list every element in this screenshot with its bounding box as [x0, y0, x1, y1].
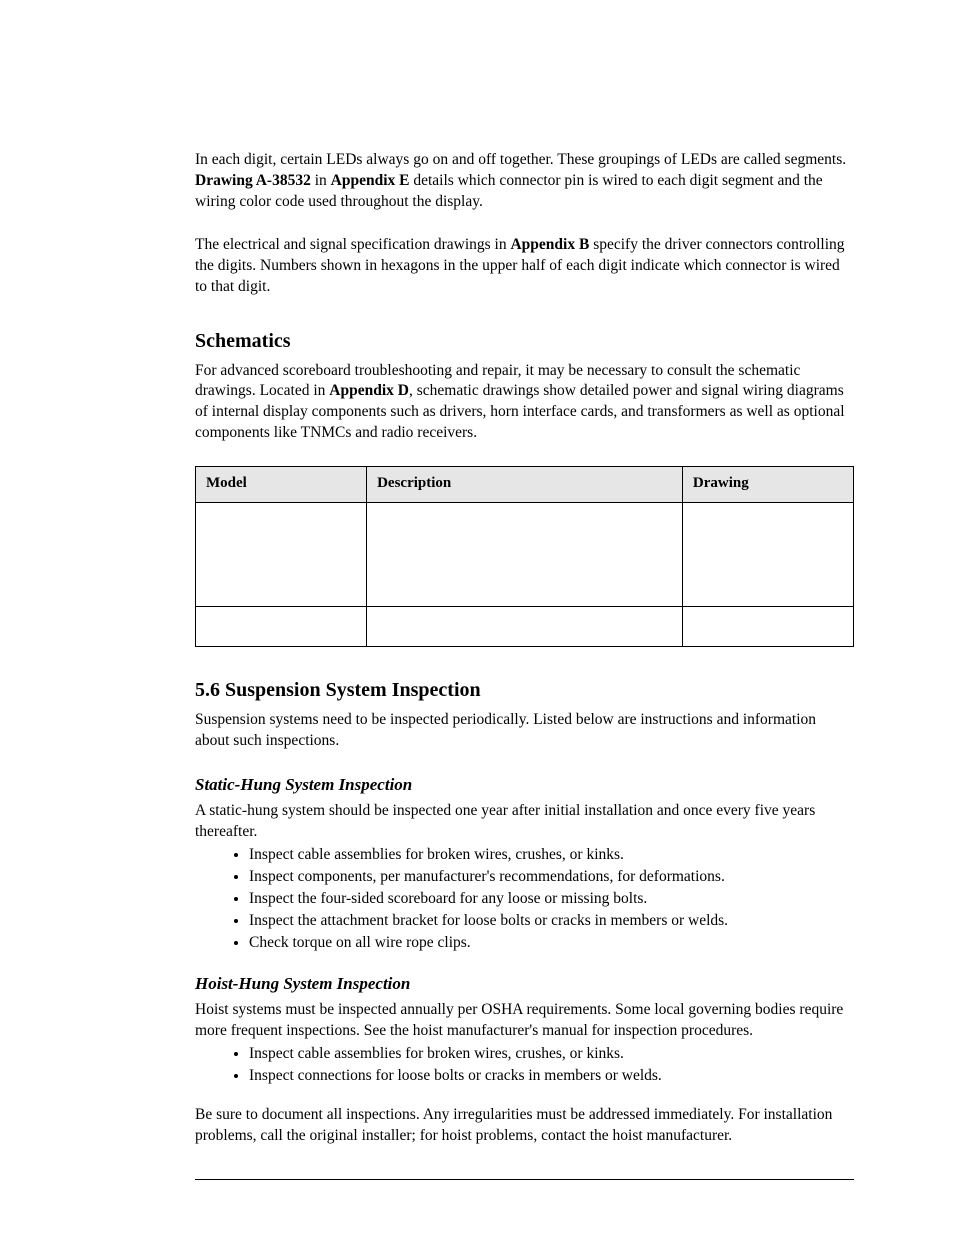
list-item: Check torque on all wire rope clips.: [249, 933, 854, 954]
paragraph-segments: In each digit, certain LEDs always go on…: [195, 150, 854, 213]
cell-description: [367, 503, 683, 607]
heading-hoist-hung: Hoist-Hung System Inspection: [195, 973, 854, 996]
list-hoist-inspection: Inspect cable assemblies for broken wire…: [249, 1044, 854, 1087]
paragraph-schematics: For advanced scoreboard troubleshooting …: [195, 361, 854, 445]
paragraph-suspension-intro: Suspension systems need to be inspected …: [195, 710, 854, 752]
paragraph-hoist-intro: Hoist systems must be inspected annually…: [195, 1000, 854, 1042]
ref-appendix-b: Appendix B: [510, 236, 589, 253]
list-item: Inspect the attachment bracket for loose…: [249, 911, 854, 932]
paragraph-document-inspections: Be sure to document all inspections. Any…: [195, 1105, 854, 1147]
list-static-inspection: Inspect cable assemblies for broken wire…: [249, 845, 854, 954]
footer-rule: [195, 1179, 854, 1180]
cell-model: [196, 607, 367, 647]
text: In each digit, certain LEDs always go on…: [195, 151, 846, 168]
heading-static-hung: Static-Hung System Inspection: [195, 774, 854, 797]
text: The electrical and signal specification …: [195, 236, 510, 253]
ref-appendix-e: Appendix E: [331, 172, 410, 189]
list-item: Inspect cable assemblies for broken wire…: [249, 845, 854, 866]
paragraph-appendix-b: The electrical and signal specification …: [195, 235, 854, 298]
cell-description: [367, 607, 683, 647]
schematics-table: Model Description Drawing: [195, 466, 854, 647]
col-header-description: Description: [367, 467, 683, 503]
cell-drawing: [682, 607, 853, 647]
table-row: [196, 607, 854, 647]
table-row: [196, 503, 854, 607]
text: Suspension systems need to be inspected …: [195, 710, 854, 752]
list-item: Inspect connections for loose bolts or c…: [249, 1066, 854, 1087]
col-header-drawing: Drawing: [682, 467, 853, 503]
heading-suspension-inspection: 5.6 Suspension System Inspection: [195, 677, 854, 704]
document-page: In each digit, certain LEDs always go on…: [195, 150, 854, 1180]
text: Be sure to document all inspections. Any…: [195, 1105, 854, 1147]
heading-schematics: Schematics: [195, 328, 854, 355]
list-item: Inspect the four-sided scoreboard for an…: [249, 889, 854, 910]
paragraph-static-intro: A static-hung system should be inspected…: [195, 801, 854, 843]
table-header-row: Model Description Drawing: [196, 467, 854, 503]
cell-drawing: [682, 503, 853, 607]
text: in: [311, 172, 331, 189]
col-header-model: Model: [196, 467, 367, 503]
list-item: Inspect cable assemblies for broken wire…: [249, 1044, 854, 1065]
cell-model: [196, 503, 367, 607]
ref-drawing: Drawing A-38532: [195, 172, 311, 189]
list-item: Inspect components, per manufacturer's r…: [249, 867, 854, 888]
ref-appendix-d: Appendix D: [329, 382, 409, 399]
